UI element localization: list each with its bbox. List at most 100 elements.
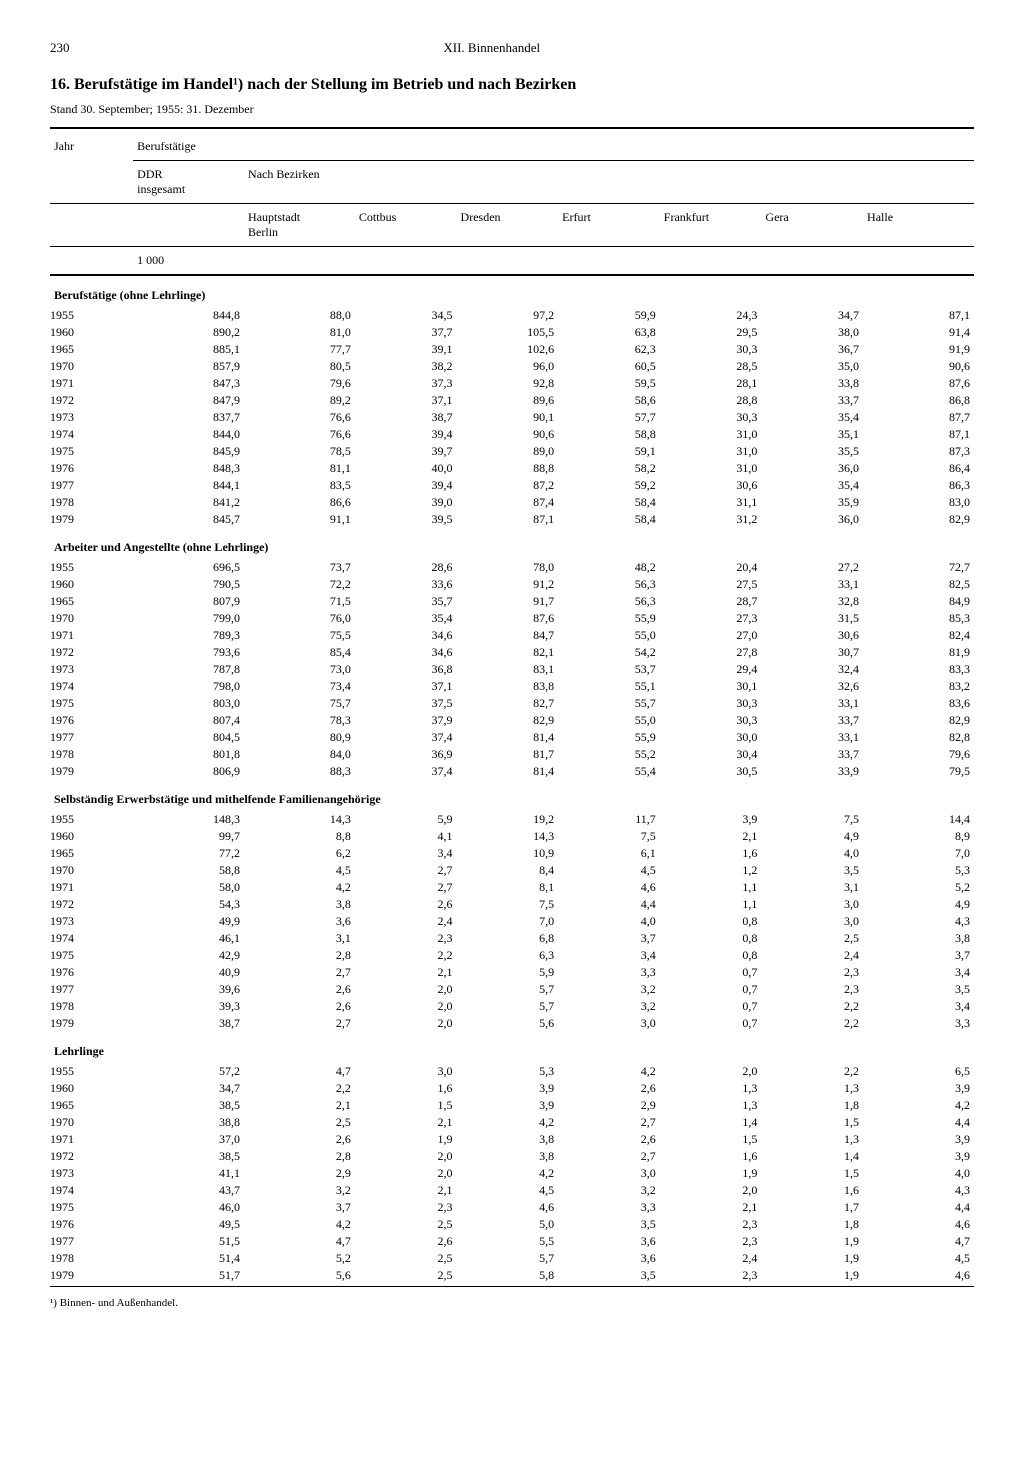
table-row: 197739,62,62,05,73,20,72,33,5 bbox=[50, 981, 974, 998]
value-cell: 43,7 bbox=[133, 1182, 244, 1199]
value-cell: 54,2 bbox=[558, 644, 660, 661]
value-cell: 5,6 bbox=[457, 1015, 559, 1032]
value-cell: 90,1 bbox=[457, 409, 559, 426]
value-cell: 8,1 bbox=[457, 879, 559, 896]
table-row: 197137,02,61,93,82,61,51,33,9 bbox=[50, 1131, 974, 1148]
value-cell: 24,3 bbox=[660, 307, 762, 324]
page-number: 230 bbox=[50, 40, 70, 56]
value-cell: 3,4 bbox=[558, 947, 660, 964]
value-cell: 1,1 bbox=[660, 879, 762, 896]
value-cell: 2,1 bbox=[660, 828, 762, 845]
table-row: 197443,73,22,14,53,22,01,64,3 bbox=[50, 1182, 974, 1199]
value-cell: 38,5 bbox=[133, 1148, 244, 1165]
value-cell: 86,6 bbox=[244, 494, 355, 511]
year-cell: 1977 bbox=[50, 729, 133, 746]
value-cell: 30,1 bbox=[660, 678, 762, 695]
value-cell: 4,9 bbox=[761, 828, 863, 845]
table-row: 1960890,281,037,7105,563,829,538,091,4 bbox=[50, 324, 974, 341]
value-cell: 2,3 bbox=[355, 930, 457, 947]
table-row: 197349,93,62,47,04,00,83,04,3 bbox=[50, 913, 974, 930]
year-cell: 1960 bbox=[50, 324, 133, 341]
value-cell: 4,4 bbox=[558, 896, 660, 913]
value-cell: 1,9 bbox=[761, 1250, 863, 1267]
value-cell: 35,5 bbox=[761, 443, 863, 460]
value-cell: 87,7 bbox=[863, 409, 974, 426]
value-cell: 3,0 bbox=[761, 913, 863, 930]
value-cell: 36,8 bbox=[355, 661, 457, 678]
value-cell: 56,3 bbox=[558, 593, 660, 610]
table-row: 1975803,075,737,582,755,730,333,183,6 bbox=[50, 695, 974, 712]
value-cell: 30,3 bbox=[660, 409, 762, 426]
value-cell: 30,3 bbox=[660, 712, 762, 729]
header-row-2: DDR insgesamt Nach Bezirken bbox=[50, 161, 974, 204]
value-cell: 5,3 bbox=[457, 1063, 559, 1080]
table-row: 197038,82,52,14,22,71,41,54,4 bbox=[50, 1114, 974, 1131]
value-cell: 32,4 bbox=[761, 661, 863, 678]
value-cell: 77,7 bbox=[244, 341, 355, 358]
col-ddr: DDR insgesamt bbox=[133, 161, 244, 204]
value-cell: 2,0 bbox=[355, 981, 457, 998]
year-cell: 1976 bbox=[50, 1216, 133, 1233]
col-berlin: Hauptstadt Berlin bbox=[244, 204, 355, 247]
value-cell: 59,2 bbox=[558, 477, 660, 494]
value-cell: 40,9 bbox=[133, 964, 244, 981]
value-cell: 83,6 bbox=[863, 695, 974, 712]
value-cell: 76,0 bbox=[244, 610, 355, 627]
value-cell: 87,3 bbox=[863, 443, 974, 460]
value-cell: 2,1 bbox=[355, 1182, 457, 1199]
value-cell: 35,0 bbox=[761, 358, 863, 375]
value-cell: 81,4 bbox=[457, 729, 559, 746]
value-cell: 83,5 bbox=[244, 477, 355, 494]
value-cell: 8,4 bbox=[457, 862, 559, 879]
value-cell: 80,5 bbox=[244, 358, 355, 375]
value-cell: 2,0 bbox=[355, 1148, 457, 1165]
value-cell: 39,3 bbox=[133, 998, 244, 1015]
value-cell: 2,0 bbox=[660, 1182, 762, 1199]
value-cell: 75,7 bbox=[244, 695, 355, 712]
year-cell: 1960 bbox=[50, 576, 133, 593]
value-cell: 19,2 bbox=[457, 811, 559, 828]
value-cell: 7,0 bbox=[457, 913, 559, 930]
year-cell: 1974 bbox=[50, 930, 133, 947]
year-cell: 1965 bbox=[50, 1097, 133, 1114]
value-cell: 28,8 bbox=[660, 392, 762, 409]
value-cell: 3,7 bbox=[244, 1199, 355, 1216]
value-cell: 2,2 bbox=[761, 1063, 863, 1080]
value-cell: 35,1 bbox=[761, 426, 863, 443]
value-cell: 844,8 bbox=[133, 307, 244, 324]
value-cell: 4,0 bbox=[863, 1165, 974, 1182]
value-cell: 91,1 bbox=[244, 511, 355, 528]
table-row: 1975845,978,539,789,059,131,035,587,3 bbox=[50, 443, 974, 460]
value-cell: 41,1 bbox=[133, 1165, 244, 1182]
value-cell: 3,5 bbox=[558, 1216, 660, 1233]
value-cell: 1,9 bbox=[660, 1165, 762, 1182]
value-cell: 4,7 bbox=[244, 1233, 355, 1250]
value-cell: 3,0 bbox=[558, 1165, 660, 1182]
value-cell: 14,4 bbox=[863, 811, 974, 828]
value-cell: 37,0 bbox=[133, 1131, 244, 1148]
value-cell: 2,7 bbox=[244, 964, 355, 981]
value-cell: 5,2 bbox=[863, 879, 974, 896]
table-row: 1960790,572,233,691,256,327,533,182,5 bbox=[50, 576, 974, 593]
value-cell: 2,6 bbox=[558, 1080, 660, 1097]
value-cell: 4,6 bbox=[863, 1216, 974, 1233]
value-cell: 14,3 bbox=[244, 811, 355, 828]
unit-label: 1 000 bbox=[133, 247, 244, 276]
value-cell: 35,4 bbox=[355, 610, 457, 627]
value-cell: 2,7 bbox=[355, 879, 457, 896]
year-cell: 1973 bbox=[50, 661, 133, 678]
value-cell: 85,3 bbox=[863, 610, 974, 627]
value-cell: 2,1 bbox=[244, 1097, 355, 1114]
year-cell: 1965 bbox=[50, 593, 133, 610]
table-row: 196099,78,84,114,37,52,14,98,9 bbox=[50, 828, 974, 845]
table-row: 197751,54,72,65,53,62,31,94,7 bbox=[50, 1233, 974, 1250]
value-cell: 3,4 bbox=[863, 998, 974, 1015]
value-cell: 3,7 bbox=[558, 930, 660, 947]
year-cell: 1960 bbox=[50, 1080, 133, 1097]
year-cell: 1974 bbox=[50, 1182, 133, 1199]
year-cell: 1978 bbox=[50, 746, 133, 763]
value-cell: 49,9 bbox=[133, 913, 244, 930]
value-cell: 787,8 bbox=[133, 661, 244, 678]
value-cell: 96,0 bbox=[457, 358, 559, 375]
value-cell: 34,5 bbox=[355, 307, 457, 324]
